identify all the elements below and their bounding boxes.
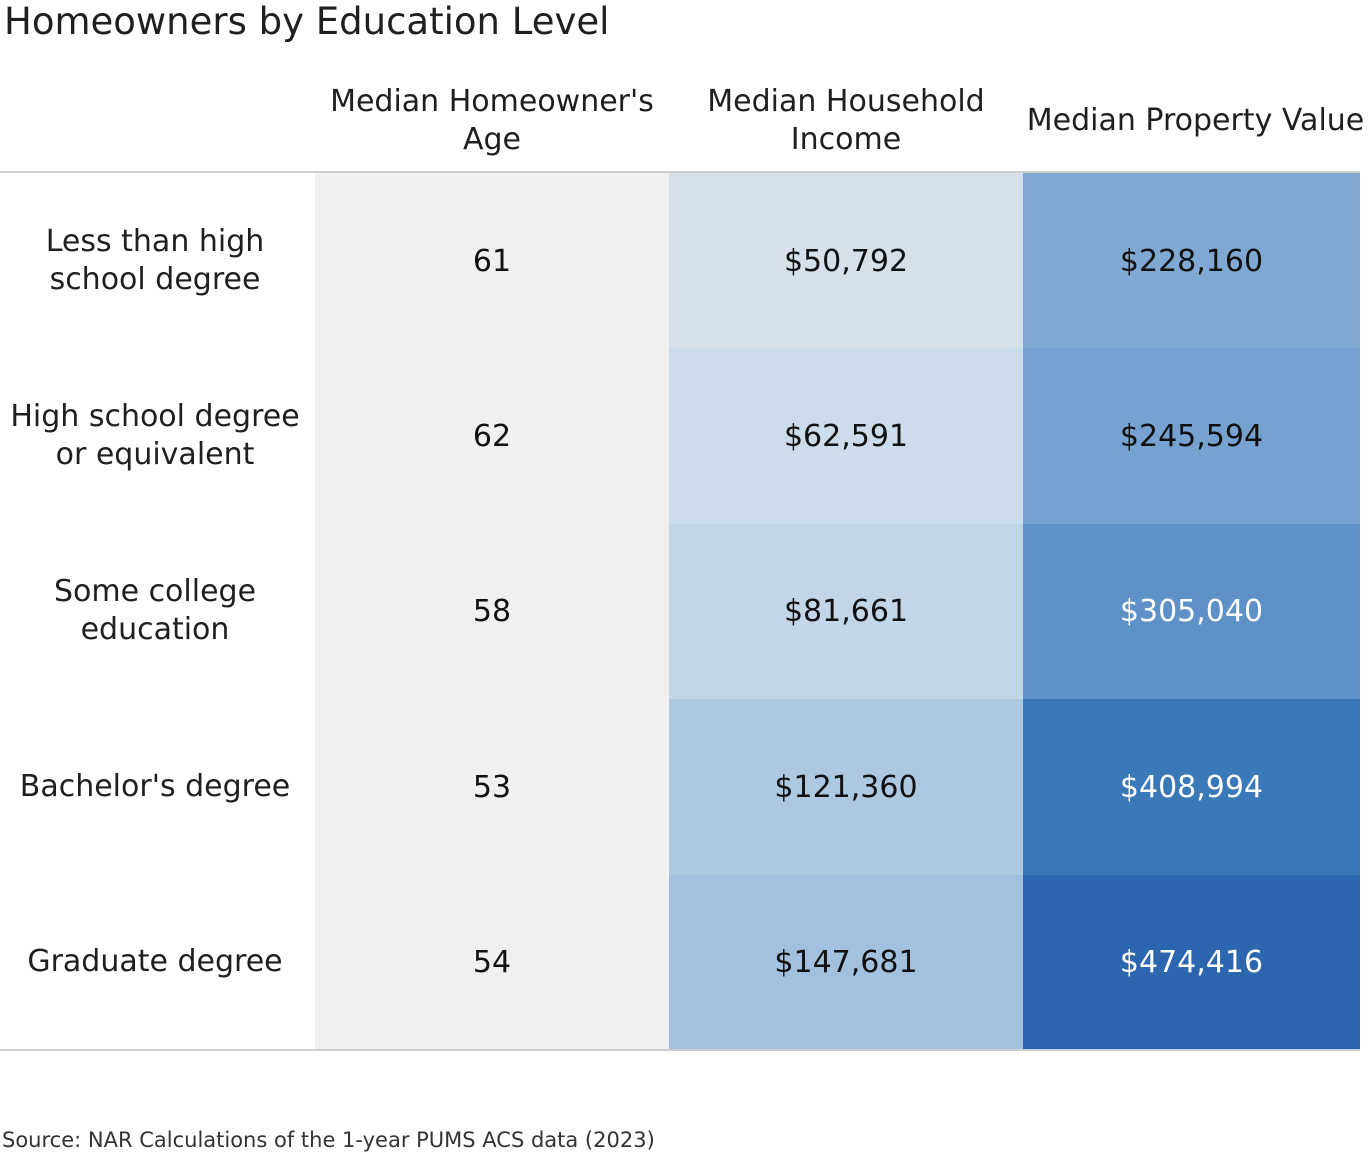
age-cell: 53 [315,699,669,876]
row-label: High school degree or equivalent [10,399,300,473]
row-label: Less than high school degree [45,223,265,297]
chart-title: Homeowners by Education Level [4,0,610,43]
income-cell: $147,681 [669,874,1023,1051]
income-cell: $50,792 [669,173,1023,349]
bottom-rule [0,1049,1360,1051]
property-value-cell: $245,594 [1023,348,1360,525]
property-value-cell: $474,416 [1023,874,1360,1051]
age-cell: 61 [315,173,669,349]
column-header-property-value: Median Property Value [1026,103,1365,138]
age-cell: 54 [315,874,669,1051]
row-label: Bachelor's degree [19,768,291,804]
income-cell: $121,360 [669,699,1023,876]
income-cell: $62,591 [669,348,1023,525]
source-note: Source: NAR Calculations of the 1-year P… [2,1128,655,1152]
property-value-cell: $408,994 [1023,699,1360,876]
age-cell: 62 [315,348,669,525]
column-header-income: Median Household Income [707,84,985,157]
age-cell: 58 [315,523,669,700]
property-value-cell: $305,040 [1023,523,1360,700]
column-header-age: Median Homeowner's Age [330,84,654,157]
header-rule [0,171,1360,173]
row-label: Some college education [53,574,257,648]
row-label: Graduate degree [27,944,283,980]
property-value-cell: $228,160 [1023,173,1360,349]
income-cell: $81,661 [669,523,1023,700]
